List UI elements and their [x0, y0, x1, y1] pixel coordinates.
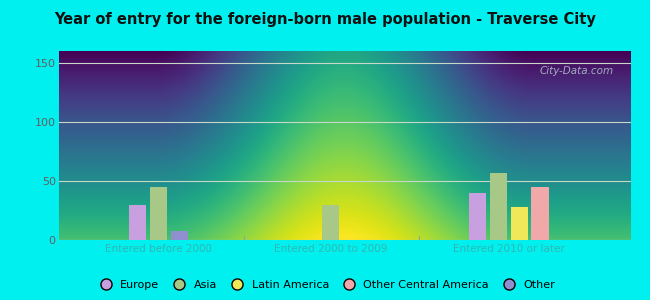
- Bar: [150, 187, 167, 240]
- Bar: [171, 230, 188, 240]
- Bar: [322, 205, 339, 240]
- Bar: [490, 173, 507, 240]
- Bar: [511, 207, 528, 240]
- Bar: [129, 205, 146, 240]
- Bar: [469, 193, 486, 240]
- Text: City-Data.com: City-Data.com: [540, 66, 614, 76]
- Text: Year of entry for the foreign-born male population - Traverse City: Year of entry for the foreign-born male …: [54, 12, 596, 27]
- Legend: Europe, Asia, Latin America, Other Central America, Other: Europe, Asia, Latin America, Other Centr…: [90, 276, 560, 294]
- Bar: [532, 187, 549, 240]
